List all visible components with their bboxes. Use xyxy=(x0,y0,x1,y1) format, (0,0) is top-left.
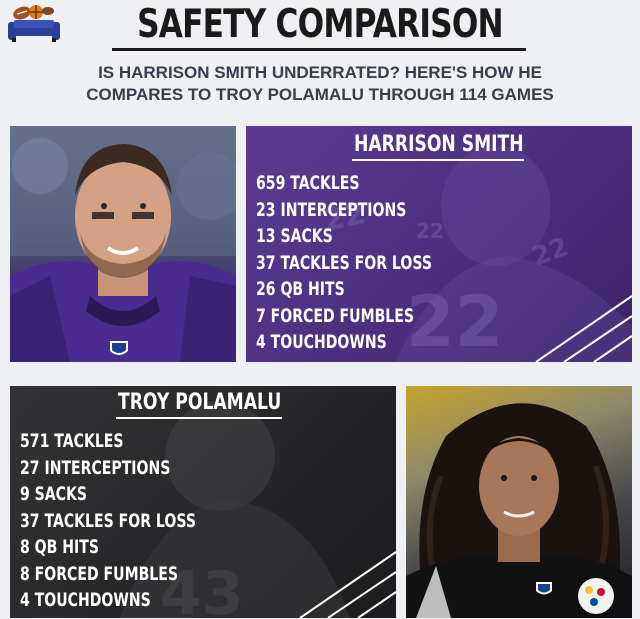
troy-polamalu-photo xyxy=(406,386,632,618)
stat-item: 26 QB HITS xyxy=(256,278,345,300)
harrison-smith-photo xyxy=(10,126,236,362)
stat-item: 23 INTERCEPTIONS xyxy=(256,198,407,221)
stat-item: 4 TOUCHDOWNS xyxy=(256,331,387,353)
stat-item: 37 TACKLES FOR LOSS xyxy=(20,509,196,532)
background-player-silhouette: 22 22 22 22 xyxy=(320,146,632,362)
background-player-silhouette: 43 xyxy=(120,401,396,618)
troy-stat-list: 571 TACKLES 27 INTERCEPTIONS 9 SACKS 37 … xyxy=(20,428,258,614)
player-name-smith: HARRISON SMITH xyxy=(354,132,524,157)
jersey-number-bg: 22 xyxy=(406,281,503,362)
subtitle-line: IS HARRISON SMITH UNDERRATED? HERE'S HOW… xyxy=(98,63,542,82)
troy-polamalu-stats-panel: 43 TROY POLAMALU 571 TACKLES 27 INTERCEP… xyxy=(10,386,396,618)
page-title: SAFETY COMPARISON xyxy=(137,2,504,47)
page-subtitle: IS HARRISON SMITH UNDERRATED? HERE'S HOW… xyxy=(0,62,640,106)
stat-item: 8 FORCED FUMBLES xyxy=(20,562,178,585)
name-underline xyxy=(352,159,524,161)
stat-item: 571 TACKLES xyxy=(20,430,124,452)
name-underline xyxy=(116,417,282,419)
jersey-number-bg: 22 xyxy=(320,196,368,239)
smith-stat-list: 659 TACKLES 23 INTERCEPTIONS 13 SACKS 37… xyxy=(256,170,494,356)
stat-item: 9 SACKS xyxy=(20,483,88,505)
subtitle-line: COMPARES TO TROY POLAMALU THROUGH 114 GA… xyxy=(86,85,554,104)
stat-item: 7 FORCED FUMBLES xyxy=(256,304,414,327)
stat-item: 13 SACKS xyxy=(256,225,333,247)
stat-item: 27 INTERCEPTIONS xyxy=(20,456,171,479)
stat-item: 659 TACKLES xyxy=(256,172,360,194)
harrison-smith-stats-panel: 22 22 22 22 HARRISON SMITH 659 TACKLES 2… xyxy=(246,126,632,362)
stat-item: 8 QB HITS xyxy=(20,536,99,558)
jersey-number-bg: 22 xyxy=(416,219,444,243)
jersey-number-bg: 43 xyxy=(160,559,244,618)
title-underline xyxy=(112,48,526,51)
stat-item: 37 TACKLES FOR LOSS xyxy=(256,251,432,274)
player-name-troy: TROY POLAMALU xyxy=(118,390,282,415)
stat-item: 4 TOUCHDOWNS xyxy=(20,589,151,611)
couch-sports-balls-icon xyxy=(8,5,60,42)
